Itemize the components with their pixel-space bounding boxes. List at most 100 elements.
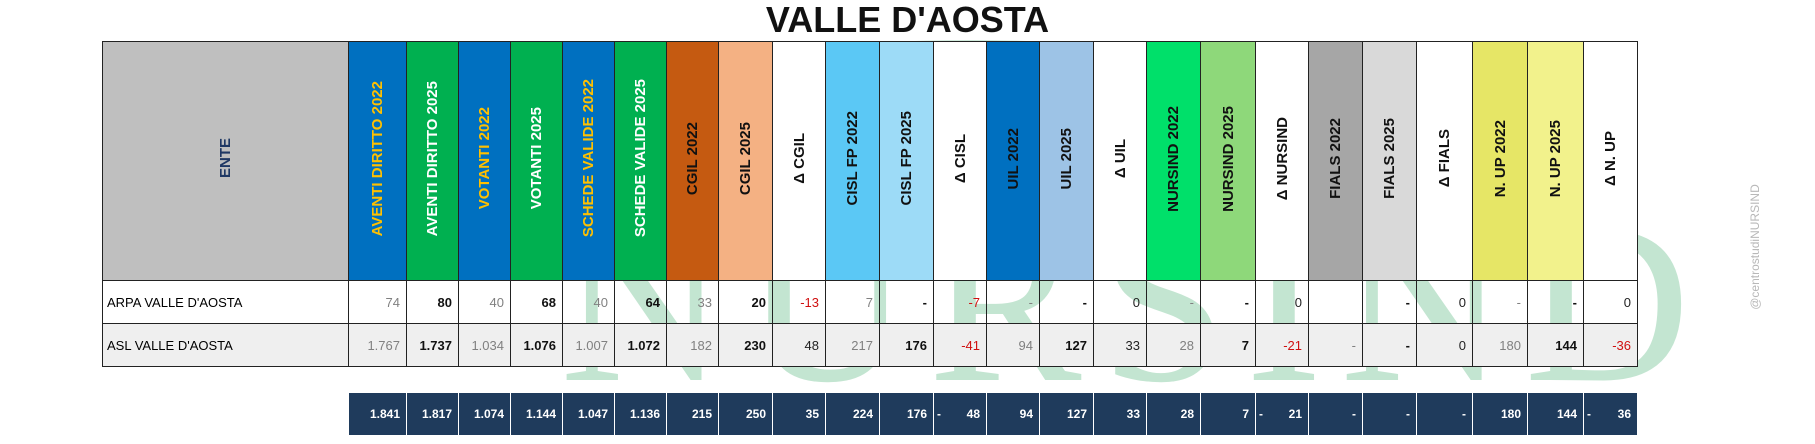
cell-value: 1.767	[348, 323, 407, 367]
cell-value: 64	[614, 280, 667, 324]
header-col-label: Δ NURSIND	[1273, 116, 1291, 201]
header-col-label: UIL 2025	[1058, 127, 1075, 190]
header-col-0: AVENTI DIRITTO 2022	[348, 41, 407, 281]
total-cell: 1.074	[458, 392, 511, 436]
header-col-label: AVENTI DIRITTO 2022	[369, 80, 386, 237]
total-value: 250	[745, 407, 766, 421]
header-col-label: VOTANTI 2025	[528, 107, 545, 210]
table-row: ASL VALLE D'AOSTA 1.767 1.737 1.034 1.076 1.0…	[102, 323, 1638, 367]
header-col-13: UIL 2025	[1039, 41, 1094, 281]
cell-value: -	[1039, 280, 1094, 324]
total-cell: 1.817	[406, 392, 459, 436]
header-col-label: NURSIND 2025	[1219, 105, 1237, 212]
header-col-label: SCHEDE VALIDE 2025	[632, 79, 649, 238]
total-value: 48	[966, 407, 980, 421]
header-col-8: Δ CGIL	[772, 41, 826, 281]
total-cell: 1.144	[510, 392, 563, 436]
header-col-2: VOTANTI 2022	[458, 41, 511, 281]
total-value: -	[1352, 407, 1356, 421]
header-col-16: NURSIND 2025	[1200, 41, 1256, 281]
total-value: 127	[1066, 407, 1087, 421]
total-cell: 215	[666, 392, 719, 436]
total-value: 180	[1500, 407, 1521, 421]
header-col-label: Δ N. UP	[1602, 131, 1619, 186]
cell-value: 7	[825, 280, 880, 324]
header-col-23: Δ N. UP	[1583, 41, 1638, 281]
total-value: 94	[1019, 407, 1033, 421]
cell-value: -41	[933, 323, 987, 367]
side-watermark: @centrostudiNURSIND	[1745, 150, 1765, 350]
total-cell: -	[1416, 392, 1473, 436]
header-col-label: Δ CISL	[951, 133, 969, 184]
header-col-11: Δ CISL	[933, 41, 987, 281]
header-col-label: AVENTI DIRITTO 2025	[424, 80, 441, 237]
cell-value: 40	[562, 280, 615, 324]
header-col-19: FIALS 2025	[1362, 41, 1417, 281]
total-value: 21	[1288, 407, 1302, 421]
total-value: 1.817	[421, 407, 452, 421]
header-col-label: NURSIND 2022	[1165, 105, 1182, 212]
header-col-3: VOTANTI 2025	[510, 41, 563, 281]
header-col-label: CISL FP 2022	[844, 111, 861, 206]
total-cell: - 21	[1255, 392, 1309, 436]
cell-value: 1.007	[562, 323, 615, 367]
header-col-7: CGIL 2025	[718, 41, 773, 281]
total-value: 1.047	[577, 407, 608, 421]
row-ente: ARPA VALLE D'AOSTA	[102, 280, 349, 324]
header-col-label: Δ CGIL	[790, 133, 808, 184]
cell-value: 176	[879, 323, 934, 367]
header-col-label: CGIL 2025	[737, 121, 754, 196]
cell-value: -	[879, 280, 934, 324]
header-col-10: CISL FP 2025	[879, 41, 934, 281]
totals-row: 1.841 1.817 1.074 1.144 1.047 1.136 215 250 35 22…	[348, 392, 1638, 436]
total-minus: -	[1587, 407, 1591, 421]
cell-value: 127	[1039, 323, 1094, 367]
total-value: 35	[805, 407, 819, 421]
cell-value: -	[1146, 280, 1201, 324]
total-cell: -	[1362, 392, 1417, 436]
header-col-6: CGIL 2022	[666, 41, 719, 281]
total-cell: - 48	[933, 392, 987, 436]
cell-value: -	[1362, 280, 1417, 324]
header-col-label: N. UP 2022	[1491, 119, 1509, 198]
header-col-22: N. UP 2025	[1527, 41, 1584, 281]
total-value: -	[1462, 407, 1466, 421]
cell-value: -7	[933, 280, 987, 324]
cell-value: 33	[666, 280, 719, 324]
header-col-9: CISL FP 2022	[825, 41, 880, 281]
total-value: 224	[852, 407, 873, 421]
total-value: 33	[1126, 407, 1140, 421]
cell-value: -36	[1583, 323, 1638, 367]
header-col-label: FIALS 2022	[1327, 118, 1344, 199]
total-minus: -	[1259, 407, 1263, 421]
total-value: 176	[906, 407, 927, 421]
cell-value: 230	[718, 323, 773, 367]
side-watermark-text: @centrostudiNURSIND	[1748, 184, 1762, 310]
cell-value: 180	[1472, 323, 1528, 367]
header-row: ENTE AVENTI DIRITTO 2022 AVENTI DIRITTO 2…	[102, 41, 1638, 281]
total-cell: 33	[1093, 392, 1147, 436]
total-cell: -	[1308, 392, 1363, 436]
header-col-4: SCHEDE VALIDE 2022	[562, 41, 615, 281]
cell-value: 28	[1146, 323, 1201, 367]
cell-value: 0	[1093, 280, 1147, 324]
cell-value: 68	[510, 280, 563, 324]
cell-value: -	[1527, 280, 1584, 324]
cell-value: 1.737	[406, 323, 459, 367]
total-value: 7	[1242, 407, 1249, 421]
total-cell: 144	[1527, 392, 1584, 436]
total-cell: 7	[1200, 392, 1256, 436]
cell-value: 40	[458, 280, 511, 324]
total-value: 1.074	[473, 407, 504, 421]
cell-value: 0	[1416, 323, 1473, 367]
cell-value: 1.076	[510, 323, 563, 367]
header-col-1: AVENTI DIRITTO 2025	[406, 41, 459, 281]
cell-value: 1.034	[458, 323, 511, 367]
header-col-label: CGIL 2022	[684, 121, 701, 196]
total-cell: 1.136	[614, 392, 667, 436]
total-value: 1.841	[369, 407, 400, 421]
total-cell: 28	[1146, 392, 1201, 436]
cell-value: 182	[666, 323, 719, 367]
total-value: 215	[691, 407, 712, 421]
total-cell: 94	[986, 392, 1040, 436]
